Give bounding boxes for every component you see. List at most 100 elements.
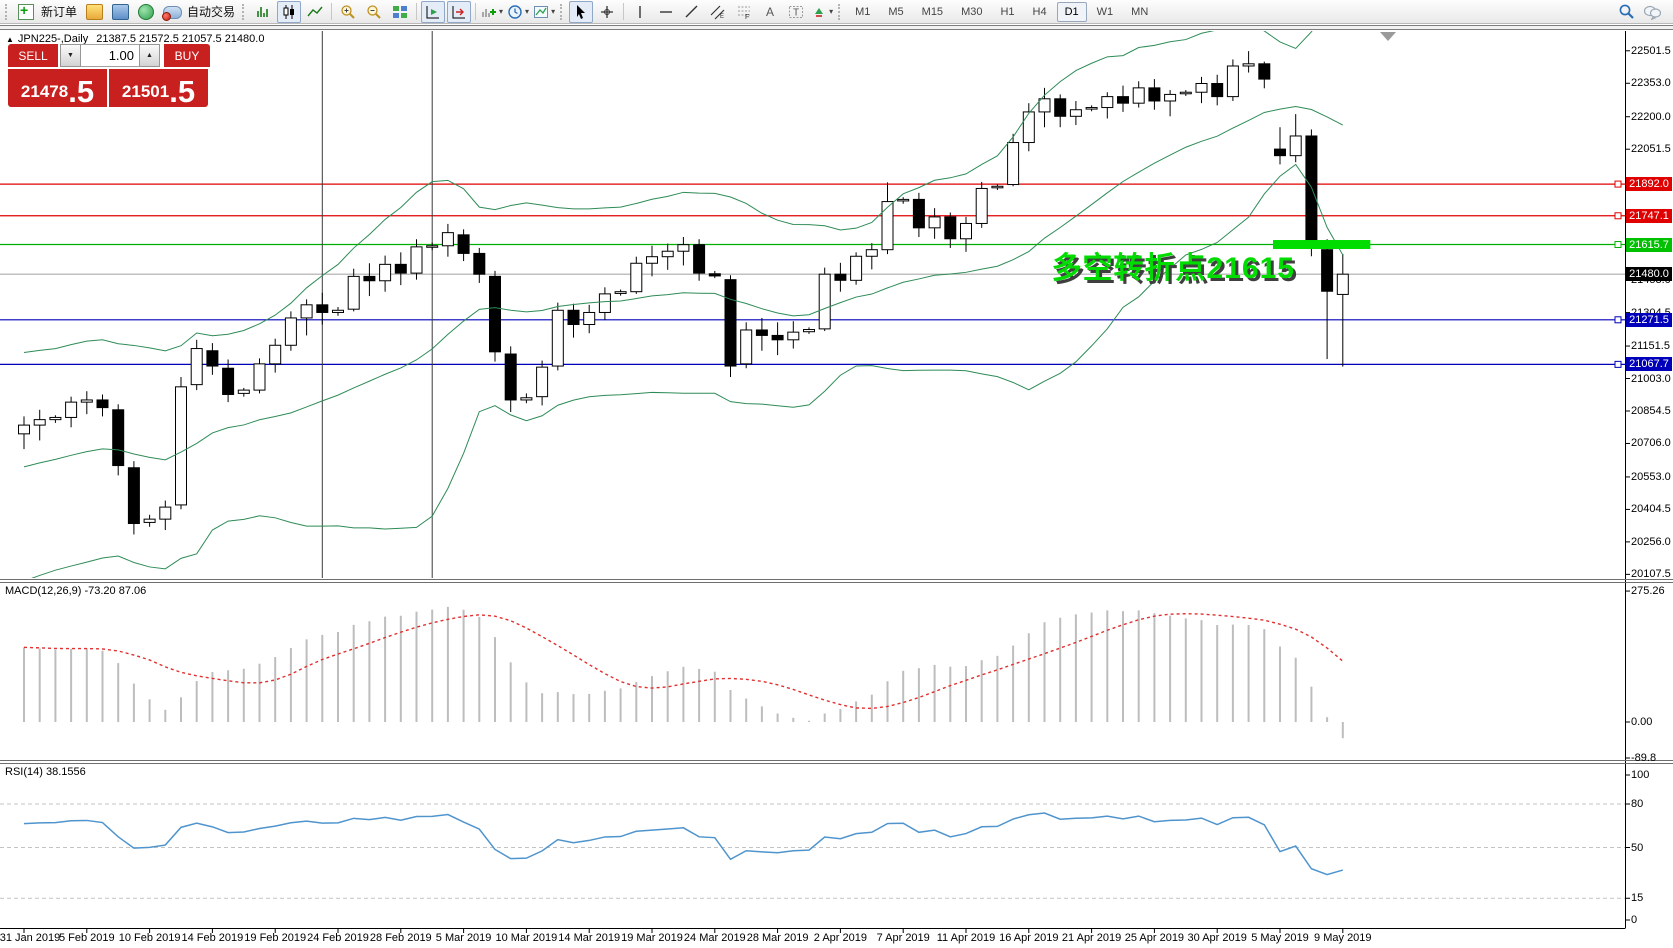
candle-body xyxy=(661,250,674,258)
candle-body xyxy=(159,506,172,520)
sell-price-button[interactable]: 21478.5 xyxy=(8,69,107,107)
timeframe-button-h4[interactable]: H4 xyxy=(1032,5,1047,18)
metaeditor-icon xyxy=(85,3,103,20)
fibonacci-button[interactable]: F xyxy=(732,1,756,23)
candle-body xyxy=(1242,63,1255,67)
date-tick-label: 30 Apr 2019 xyxy=(1187,932,1247,944)
highlight-level-segment[interactable] xyxy=(1273,240,1371,250)
price-tick-label: 20706.0 xyxy=(1631,437,1671,450)
trend-line-icon xyxy=(685,5,698,17)
toolbar-separator xyxy=(475,3,477,20)
rsi-indicator-label: RSI(14) 38.1556 xyxy=(5,766,86,778)
candle-body xyxy=(1007,142,1020,186)
metaeditor-button[interactable] xyxy=(82,1,106,23)
candlestick-chart-button[interactable] xyxy=(277,0,302,23)
terminal-button[interactable] xyxy=(108,1,132,23)
sell-button[interactable]: SELL xyxy=(8,44,58,67)
candle-body xyxy=(1226,65,1239,98)
zoom-in-button[interactable] xyxy=(336,1,360,23)
price-line-badge: 21747.1 xyxy=(1626,208,1672,223)
candle-body xyxy=(1085,107,1098,110)
candle-body xyxy=(1211,82,1224,98)
price-tick-label: 22051.5 xyxy=(1631,143,1671,156)
timeframe-button-h1[interactable]: H1 xyxy=(1000,5,1015,18)
auto-trading-label[interactable]: 自动交易 xyxy=(187,5,236,19)
date-tick-label: 24 Mar 2019 xyxy=(683,932,746,944)
line-chart-button[interactable] xyxy=(303,1,327,23)
auto-scroll-button[interactable] xyxy=(421,0,446,23)
timeframe-button-m1[interactable]: M1 xyxy=(855,5,871,18)
arrows-button[interactable]: ▾ xyxy=(810,1,834,23)
text-label-button[interactable]: T xyxy=(784,1,808,23)
price-line-badge: 21615.7 xyxy=(1626,237,1672,252)
main-chart-panel xyxy=(0,31,1625,578)
collapse-marker-icon[interactable]: ▲ xyxy=(6,35,14,44)
periods-button[interactable]: ▾ xyxy=(506,1,530,23)
templates-button[interactable]: ▾ xyxy=(532,1,556,23)
horizontal-line-icon xyxy=(660,10,673,13)
date-tick-label: 24 Feb 2019 xyxy=(307,932,369,944)
chart-annotation-text[interactable]: 多空转折点21615 xyxy=(1051,252,1295,285)
candle-body xyxy=(1336,273,1349,295)
equidistant-channel-button[interactable]: E xyxy=(706,1,730,23)
price-tick-label: 20107.5 xyxy=(1631,568,1671,581)
date-tick-label: 25 Apr 2019 xyxy=(1124,932,1185,944)
candle-body xyxy=(693,244,706,274)
cursor-button[interactable] xyxy=(569,0,594,23)
timeframe-button-m5[interactable]: M5 xyxy=(888,5,904,18)
date-tick-label: 28 Mar 2019 xyxy=(746,932,809,944)
new-order-label[interactable]: 新订单 xyxy=(41,5,78,19)
toolbar-separator xyxy=(623,3,625,20)
candle-body xyxy=(1054,98,1067,117)
chat-button[interactable] xyxy=(1640,1,1664,23)
horizontal-line-button[interactable] xyxy=(654,1,678,23)
zoom-out-button[interactable] xyxy=(362,1,386,23)
candle-body xyxy=(598,293,611,313)
buy-button[interactable]: BUY xyxy=(164,44,210,67)
bar-chart-button[interactable] xyxy=(251,1,275,23)
timeframe-button-d1[interactable]: D1 xyxy=(1056,1,1087,22)
candle-body xyxy=(740,329,753,365)
tile-windows-button[interactable] xyxy=(388,1,412,23)
indicators-button[interactable]: ▾ xyxy=(480,1,504,23)
search-button[interactable] xyxy=(1614,1,1638,23)
candle-body xyxy=(677,244,690,252)
volume-increase-button[interactable]: ▲ xyxy=(139,44,160,67)
timeframe-button-mn[interactable]: MN xyxy=(1131,5,1149,18)
timeframe-button-m15[interactable]: M15 xyxy=(921,5,944,18)
price-tick-label: 22200.0 xyxy=(1631,110,1671,123)
candle-body xyxy=(1148,87,1161,102)
strategy-tester-button[interactable] xyxy=(134,1,158,23)
trend-line-button[interactable] xyxy=(680,1,704,23)
chart-shift-button[interactable] xyxy=(447,0,472,23)
candle-body xyxy=(1274,148,1286,157)
volume-decrease-button[interactable]: ▼ xyxy=(60,44,81,67)
date-tick-label: 9 May 2019 xyxy=(1314,932,1372,944)
crosshair-button[interactable] xyxy=(595,1,619,23)
candle-body xyxy=(347,275,360,310)
auto-trading-icon xyxy=(161,6,182,21)
auto-trading-button[interactable] xyxy=(160,1,184,23)
timeframe-button-w1[interactable]: W1 xyxy=(1096,5,1114,18)
text-button[interactable]: A xyxy=(758,1,782,23)
spinner-down-icon: ▼ xyxy=(67,52,74,59)
new-order-button[interactable] xyxy=(14,1,38,23)
volume-input[interactable] xyxy=(81,44,139,67)
vertical-line-button[interactable] xyxy=(628,1,652,23)
candle-body xyxy=(222,367,235,395)
window-frame-edge xyxy=(0,25,1673,30)
buy-price-button[interactable]: 21501.5 xyxy=(109,69,208,107)
rsi-axis-label: 15 xyxy=(1631,892,1644,905)
candle-body xyxy=(834,273,847,281)
candle-body xyxy=(49,416,62,421)
toolbar-drag-handle[interactable] xyxy=(5,3,10,20)
candle-body xyxy=(975,187,988,224)
h-line-marker xyxy=(1614,180,1622,188)
date-tick-label: 5 May 2019 xyxy=(1251,932,1309,944)
timeframe-button-m30[interactable]: M30 xyxy=(961,5,983,18)
candle-body xyxy=(1164,93,1177,102)
candle-body xyxy=(818,273,831,330)
tile-windows-icon xyxy=(393,5,408,18)
